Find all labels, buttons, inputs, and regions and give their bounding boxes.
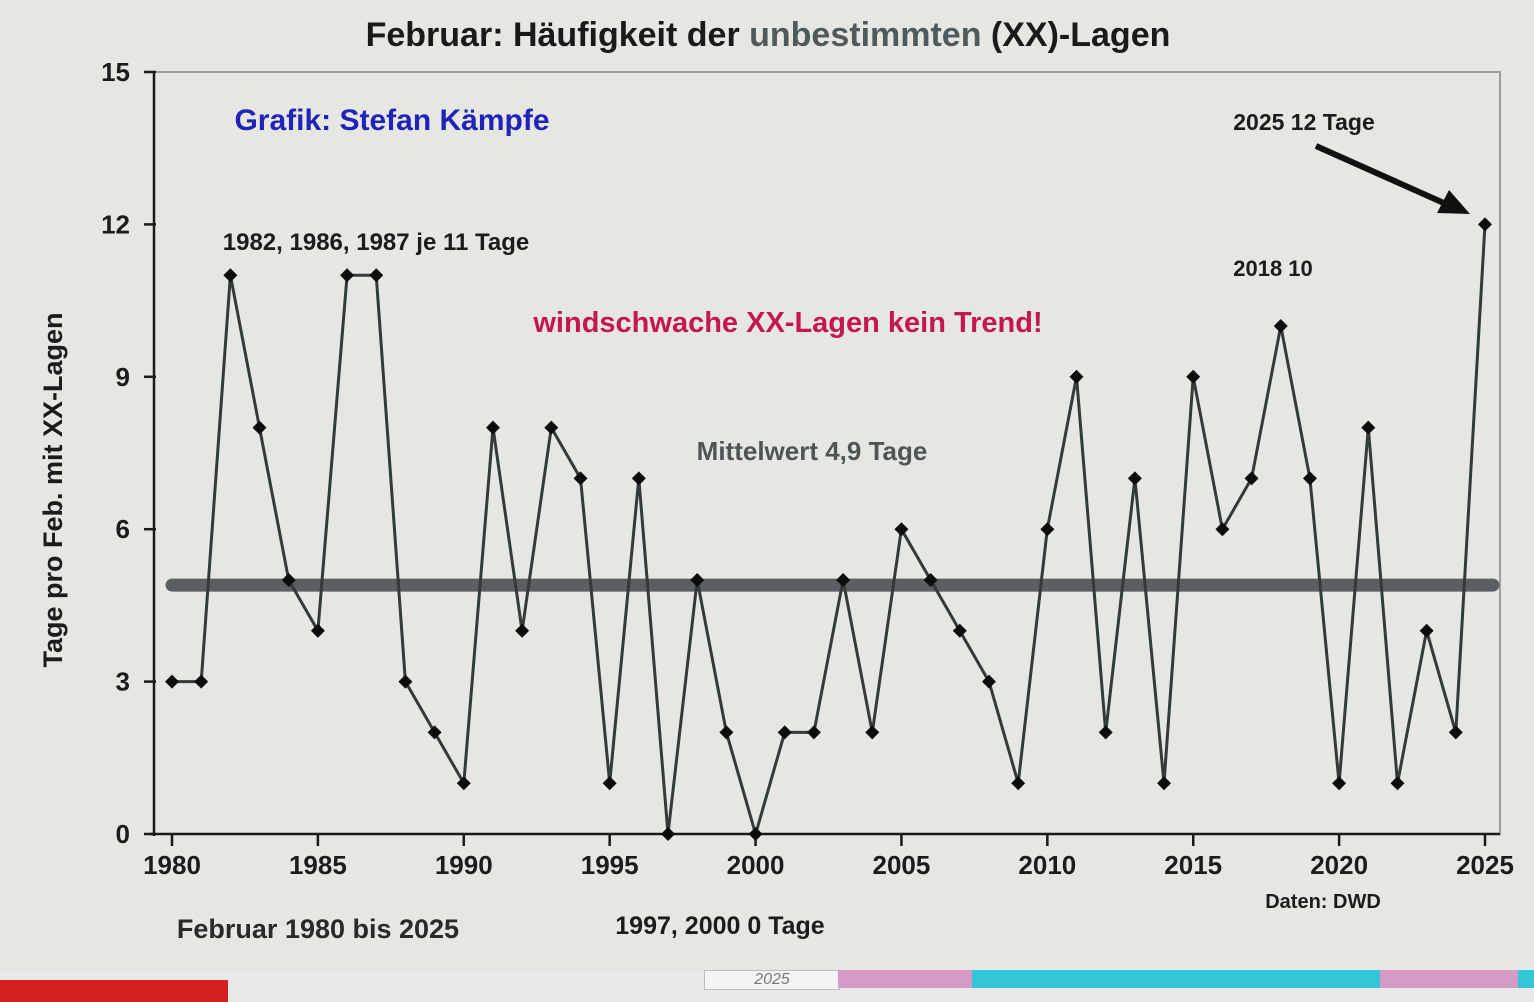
data-point-1996 bbox=[631, 471, 646, 486]
x-tick-label: 2010 bbox=[1018, 850, 1076, 880]
x-tick-label: 1985 bbox=[289, 850, 347, 880]
data-point-1998 bbox=[690, 573, 705, 587]
y-ticks: 0 3 6 9 12 15 bbox=[101, 57, 156, 849]
x-tick-label: 1995 bbox=[581, 850, 639, 880]
data-point-2019 bbox=[1302, 471, 1317, 486]
data-point-2011 bbox=[1069, 369, 1084, 384]
data-point-1981 bbox=[194, 674, 209, 689]
data-point-2009 bbox=[1011, 776, 1026, 791]
data-point-2013 bbox=[1127, 471, 1142, 486]
data-point-2004 bbox=[865, 725, 880, 740]
y-tick-label: 9 bbox=[116, 362, 130, 392]
x-tick-label: 1990 bbox=[435, 850, 493, 880]
y-tick-label: 6 bbox=[116, 514, 130, 544]
data-point-2010 bbox=[1040, 522, 1055, 537]
y-tick-label: 12 bbox=[101, 209, 130, 239]
data-point-2024 bbox=[1448, 725, 1463, 740]
data-point-2021 bbox=[1361, 420, 1376, 435]
data-point-2002 bbox=[806, 725, 821, 740]
x-tick-label: 2015 bbox=[1164, 850, 1222, 880]
credit-annotation: Grafik: Stefan Kämpfe bbox=[234, 104, 549, 137]
source-annotation: Daten: DWD bbox=[1265, 891, 1381, 913]
data-point-2016 bbox=[1215, 522, 1230, 537]
data-point-2003 bbox=[836, 573, 851, 587]
title-suffix: (XX)-Lagen bbox=[981, 16, 1170, 54]
arrow-2025-shaft bbox=[1314, 143, 1448, 207]
data-point-1991 bbox=[485, 420, 500, 435]
data-point-2018 bbox=[1273, 319, 1288, 333]
strip-segment-pink-2 bbox=[1380, 970, 1518, 988]
annotation-2025: 2025 12 Tage bbox=[1233, 109, 1375, 135]
data-point-1999 bbox=[719, 725, 734, 740]
title-highlight: unbestimmten bbox=[749, 16, 981, 54]
period-annotation: Februar 1980 bis 2025 bbox=[177, 914, 459, 944]
data-point-2006 bbox=[923, 573, 938, 587]
x-tick-label: 2025 bbox=[1456, 850, 1514, 880]
data-point-1992 bbox=[515, 623, 530, 638]
mean-annotation: Mittelwert 4,9 Tage bbox=[697, 436, 928, 466]
zeros-annotation: 1997, 2000 0 Tage bbox=[615, 912, 825, 940]
data-point-1985 bbox=[310, 623, 325, 638]
strip-segment-cyan-2 bbox=[1518, 970, 1534, 988]
data-point-2005 bbox=[894, 522, 909, 537]
y-axis-label: Tage pro Feb. mit XX-Lagen bbox=[38, 312, 68, 667]
data-point-2022 bbox=[1390, 776, 1405, 791]
data-point-1982 bbox=[223, 268, 238, 283]
data-point-2012 bbox=[1098, 725, 1113, 740]
bottom-strip: 2025 bbox=[0, 970, 1534, 1002]
data-point-1984 bbox=[281, 573, 296, 587]
strip-segment-cyan bbox=[972, 970, 1380, 988]
strip-segment-pink bbox=[838, 970, 972, 988]
chart-title: Februar: Häufigkeit der unbestimmten (XX… bbox=[366, 16, 1171, 54]
series-line bbox=[172, 224, 1487, 840]
x-tick-label: 2000 bbox=[727, 850, 785, 880]
x-tick-label: 2020 bbox=[1310, 850, 1368, 880]
annotation-2018: 2018 10 bbox=[1233, 256, 1313, 281]
strip-segment-red bbox=[0, 980, 228, 1002]
x-tick-label: 2005 bbox=[873, 850, 931, 880]
strip-segment-label: 2025 bbox=[704, 970, 840, 990]
arrow-2025-head bbox=[1437, 190, 1470, 214]
data-point-2014 bbox=[1157, 776, 1172, 791]
data-point-1986 bbox=[340, 268, 355, 283]
x-ticks: 1980 1985 1990 1995 2000 2005 2010 2015 2020 2025 bbox=[143, 834, 1514, 880]
data-point-1988 bbox=[398, 674, 413, 689]
data-point-2023 bbox=[1419, 623, 1434, 638]
title-prefix: Februar: Häufigkeit der bbox=[366, 16, 750, 54]
data-point-2020 bbox=[1332, 776, 1347, 791]
data-point-2025 bbox=[1478, 217, 1492, 232]
data-point-1987 bbox=[369, 268, 384, 283]
data-point-2008 bbox=[981, 674, 996, 689]
data-point-2007 bbox=[952, 623, 967, 638]
y-tick-label: 0 bbox=[116, 819, 130, 849]
data-point-2000 bbox=[748, 827, 763, 841]
data-point-1990 bbox=[456, 776, 471, 791]
y-tick-label: 3 bbox=[116, 667, 130, 697]
data-point-2001 bbox=[777, 725, 792, 740]
data-point-1995 bbox=[602, 776, 617, 791]
data-point-1997 bbox=[661, 827, 676, 841]
data-point-1994 bbox=[573, 471, 588, 486]
data-markers bbox=[165, 217, 1492, 841]
data-point-1983 bbox=[252, 420, 267, 435]
peaks-annotation: 1982, 1986, 1987 je 11 Tage bbox=[223, 229, 529, 256]
data-point-1993 bbox=[544, 420, 559, 435]
y-tick-label: 15 bbox=[101, 57, 130, 87]
data-point-1989 bbox=[427, 725, 442, 740]
data-point-2017 bbox=[1244, 471, 1259, 486]
x-tick-label: 1980 bbox=[143, 850, 201, 880]
trend-annotation: windschwache XX-Lagen kein Trend! bbox=[532, 307, 1042, 339]
data-point-1980 bbox=[165, 674, 179, 689]
data-point-2015 bbox=[1186, 369, 1201, 384]
